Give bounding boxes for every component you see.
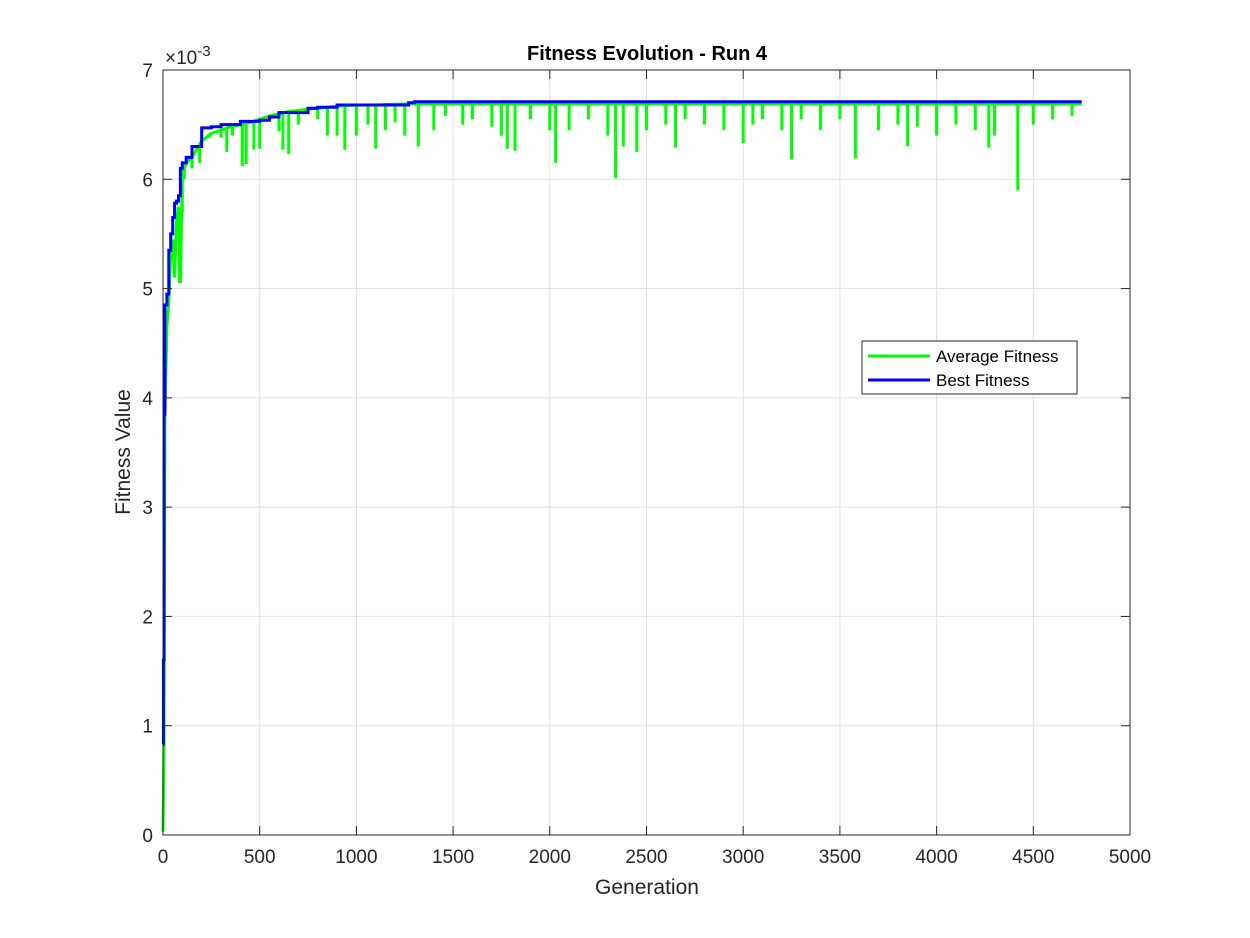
- x-tick-label: 1000: [335, 847, 377, 868]
- plot-area: [161, 69, 1131, 836]
- x-tick-label: 5000: [1109, 847, 1151, 868]
- x-tick-label: 500: [244, 847, 276, 868]
- x-tick-label: 4500: [1012, 847, 1054, 868]
- x-tick-label: 2000: [529, 847, 571, 868]
- series-layer: [161, 100, 1082, 832]
- tick-marks: [162, 69, 1131, 836]
- y-tick-label: 1: [142, 717, 153, 738]
- y-tick-label: 0: [142, 826, 153, 847]
- y-tick-labels: 0 1 2 3 4 5 6 7: [142, 61, 153, 847]
- y-tick-label: 7: [142, 61, 153, 82]
- series-line-average-fitness: [161, 102, 1082, 832]
- x-axis-label: Generation: [595, 876, 699, 899]
- y-tick-label: 6: [142, 170, 153, 191]
- y-tick-label: 3: [142, 498, 153, 519]
- y-tick-label: 2: [142, 607, 153, 628]
- legend-label-average-fitness: Average Fitness: [936, 347, 1059, 366]
- x-tick-label: 0: [158, 847, 169, 868]
- legend: Average Fitness Best Fitness: [861, 340, 1078, 395]
- y-tick-label: 5: [142, 280, 153, 301]
- x-tick-labels: 0 500 1000 1500 2000 2500 3000 3500 4000 4500 5000: [158, 847, 1151, 868]
- x-tick-label: 4000: [915, 847, 957, 868]
- x-tick-label: 3500: [819, 847, 861, 868]
- x-tick-label: 2500: [625, 847, 667, 868]
- y-tick-label: 4: [142, 389, 153, 410]
- x-tick-label: 3000: [722, 847, 764, 868]
- series-line-best-fitness: [161, 100, 1082, 746]
- chart-title: Fitness Evolution - Run 4: [527, 43, 768, 65]
- x-tick-label: 1500: [432, 847, 474, 868]
- legend-label-best-fitness: Best Fitness: [936, 371, 1030, 390]
- legend-box: [861, 340, 1078, 395]
- y-axis-exponent: ×10-3: [165, 43, 211, 69]
- y-axis-label: Fitness Value: [112, 389, 135, 515]
